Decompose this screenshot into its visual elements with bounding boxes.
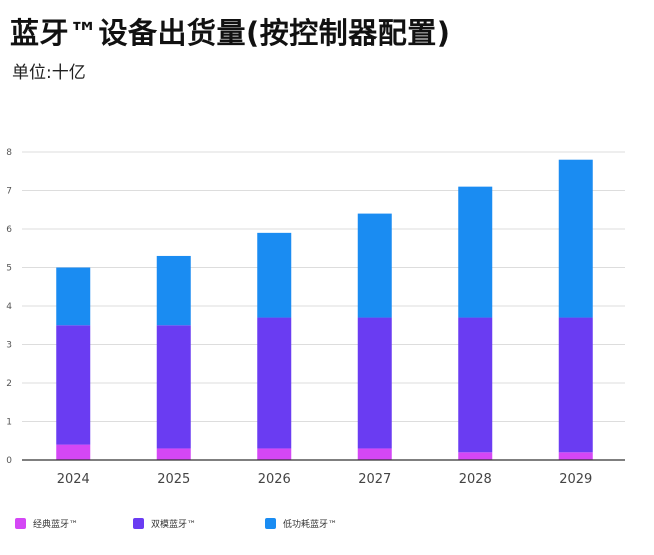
y-tick-label: 4 [6,302,12,312]
y-tick-label: 6 [6,225,12,235]
legend-item-dual-mode: 双模蓝牙™ [133,517,196,530]
legend-swatch-dual-mode [133,518,144,529]
bar-dual-mode-2027 [357,317,392,449]
y-tick-label: 1 [6,418,12,428]
bar-classic-2025 [156,448,191,460]
legend: 经典蓝牙™ 双模蓝牙™ 低功耗蓝牙™ [0,517,654,537]
legend-item-classic: 经典蓝牙™ [15,517,78,530]
bar-low-energy-2025 [156,255,191,326]
x-tick-label: 2025 [157,472,190,487]
x-tick-label: 2028 [459,472,492,487]
x-axis-ticks: 2024 2025 2026 2027 2028 2029 [57,472,593,487]
legend-swatch-low-energy [265,518,276,529]
y-tick-label: 0 [6,456,12,466]
y-tick-label: 7 [6,187,12,197]
legend-swatch-classic [15,518,26,529]
bar-low-energy-2029 [558,159,593,318]
x-tick-label: 2027 [358,472,391,487]
legend-label-low-energy: 低功耗蓝牙™ [283,520,338,530]
y-tick-label: 2 [6,379,12,389]
y-tick-label: 3 [6,341,12,351]
bar-classic-2024 [56,444,91,460]
y-tick-label: 5 [6,264,12,274]
bar-low-energy-2028 [458,186,493,318]
bar-low-energy-2027 [357,213,392,318]
bar-dual-mode-2029 [558,317,593,453]
y-axis-ticks: 0 1 2 3 4 5 6 7 8 [6,148,12,466]
chart-subtitle: 单位:十亿 [12,63,86,83]
stacked-bar-chart: 0 1 2 3 4 5 6 7 8 2024 2025 2026 2027 2028 2029 [6,148,625,487]
bar-low-energy-2024 [56,267,91,326]
bar-classic-2027 [357,448,392,460]
y-tick-label: 8 [6,148,12,158]
bars [56,159,593,460]
legend-label-dual-mode: 双模蓝牙™ [151,520,197,530]
bar-classic-2026 [257,448,292,460]
legend-item-low-energy: 低功耗蓝牙™ [265,517,337,530]
bar-low-energy-2026 [257,232,292,318]
bar-dual-mode-2026 [257,317,292,449]
x-tick-label: 2029 [559,472,592,487]
x-tick-label: 2026 [258,472,291,487]
x-tick-label: 2024 [57,472,90,487]
bar-classic-2028 [458,452,493,460]
bar-dual-mode-2024 [56,325,91,445]
gridlines [22,151,625,422]
bar-dual-mode-2025 [156,325,191,449]
bar-dual-mode-2028 [458,317,493,453]
chart-title: 蓝牙™设备出货量(按控制器配置) [10,16,451,50]
bar-classic-2029 [558,452,593,460]
legend-label-classic: 经典蓝牙™ [33,520,79,530]
